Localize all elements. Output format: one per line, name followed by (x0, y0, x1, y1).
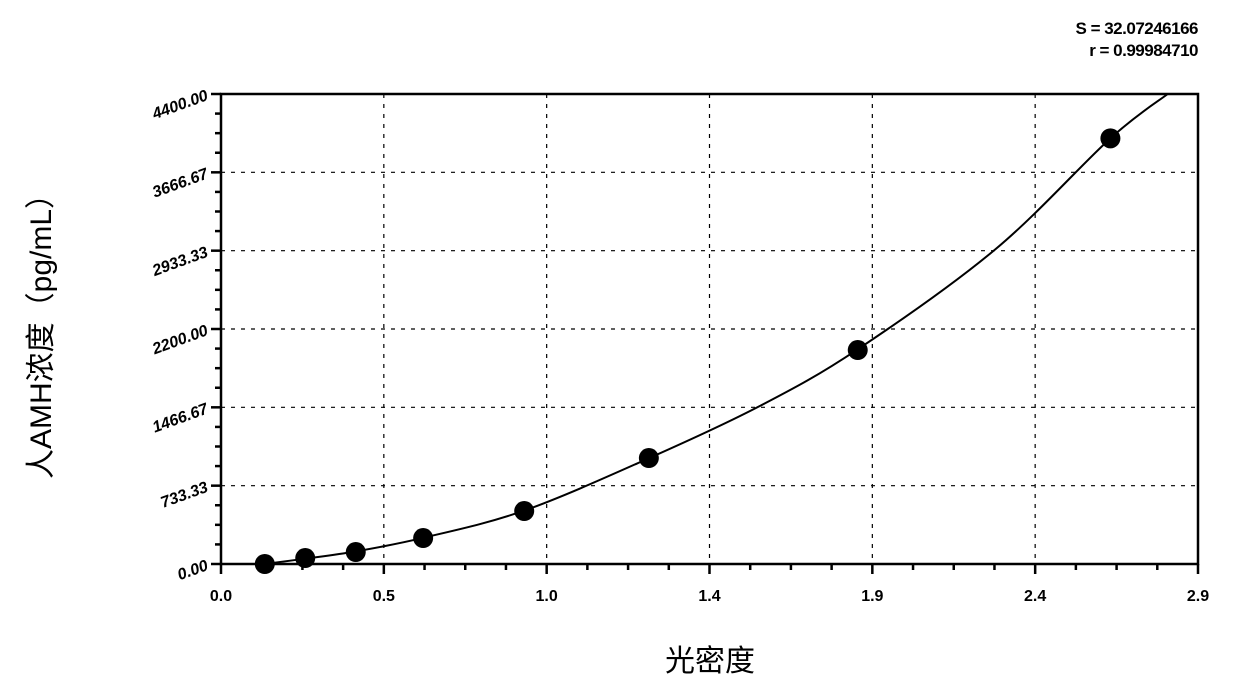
x-tick-label: 1.9 (861, 588, 883, 605)
x-tick-label: 0.5 (373, 588, 395, 605)
y-tick-label: 3666.67 (150, 165, 211, 201)
x-tick-label: 1.0 (536, 588, 558, 605)
y-tick-label: 4400.00 (149, 87, 210, 123)
x-tick-label: 0.0 (210, 588, 232, 605)
standard-curve-chart: 0.0 0.5 1.0 1.4 1.9 2.4 2.9 0.00 733.33 1466.67 22… (0, 0, 1240, 684)
y-tick-label: 1466.67 (150, 400, 211, 436)
x-tick-label: 2.4 (1024, 588, 1046, 605)
x-tick-label: 1.4 (698, 588, 720, 605)
data-point (346, 542, 366, 562)
data-point (848, 340, 868, 360)
data-point (639, 448, 659, 468)
y-tick-label: 2933.33 (149, 244, 210, 280)
data-point (255, 554, 275, 574)
y-tick-label: 733.33 (159, 479, 211, 512)
data-point (1100, 128, 1120, 148)
y-tick-label: 0.00 (175, 557, 210, 584)
x-tick-label: 2.9 (1187, 588, 1209, 605)
data-point (295, 548, 315, 568)
data-point (514, 501, 534, 521)
y-tick-label: 2200.00 (149, 322, 210, 358)
data-point (413, 528, 433, 548)
